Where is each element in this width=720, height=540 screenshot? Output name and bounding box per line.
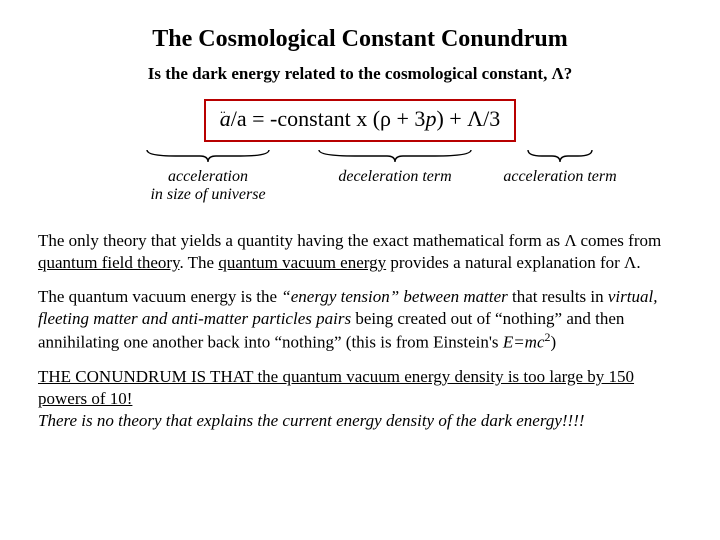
a-double-dot: .. a: [220, 105, 231, 134]
p3-italic-tail: There is no theory that explains the cur…: [38, 411, 585, 430]
brace-icon: [315, 148, 475, 166]
eq-close-lambda: ) + Λ/3: [436, 106, 500, 131]
eq-p: p: [425, 106, 436, 131]
p1-u1: quantum field theory: [38, 253, 179, 272]
p2-t4: ): [550, 333, 556, 352]
slide-page: The Cosmological Constant Conundrum Is t…: [0, 0, 720, 464]
annotation-acceleration-term: acceleration term: [490, 148, 630, 186]
equation-container: .. a /a = -constant x (ρ + 3p) + Λ/3: [204, 99, 517, 142]
eq-rho: ρ: [380, 106, 391, 131]
equation-annotations: acceleration in size of universe deceler…: [90, 148, 630, 208]
paragraph-qft: The only theory that yields a quantity h…: [38, 230, 682, 274]
brace-icon: [524, 148, 596, 166]
p2-t1: The quantum vacuum energy is the: [38, 287, 281, 306]
p2-i1: “energy tension” between matter: [281, 287, 512, 306]
p3-underlined: THE CONUNDRUM IS THAT the quantum vacuum…: [38, 367, 634, 408]
eq-plus3p: + 3: [391, 106, 425, 131]
page-title: The Cosmological Constant Conundrum: [38, 24, 682, 55]
page-subtitle: Is the dark energy related to the cosmol…: [38, 63, 682, 85]
p2-t2: that results in: [512, 287, 608, 306]
p1-t2: . The: [179, 253, 218, 272]
eq-equals: = -constant: [247, 106, 357, 131]
annot-right-line1: acceleration term: [503, 168, 616, 185]
annot-left-line2: in size of universe: [150, 186, 265, 203]
brace-icon: [143, 148, 273, 166]
p1-t1: The only theory that yields a quantity h…: [38, 231, 661, 250]
annot-mid-line1: deceleration term: [338, 168, 451, 185]
p1-t3: provides a natural explanation for Λ.: [386, 253, 641, 272]
friedmann-equation: .. a /a = -constant x (ρ + 3p) + Λ/3: [204, 99, 517, 142]
ddot-icon: ..: [220, 102, 226, 118]
eq-over-a: /a: [231, 106, 247, 131]
paragraph-conundrum: THE CONUNDRUM IS THAT the quantum vacuum…: [38, 366, 682, 432]
p2-i3: E=mc: [503, 333, 545, 352]
p1-u2: quantum vacuum energy: [218, 253, 386, 272]
annotation-acceleration-size: acceleration in size of universe: [138, 148, 278, 204]
annot-left-line1: acceleration: [168, 168, 248, 185]
annotation-deceleration: deceleration term: [310, 148, 480, 186]
eq-open: (: [367, 106, 380, 131]
eq-times: x: [356, 106, 367, 131]
paragraph-vacuum-energy: The quantum vacuum energy is the “energy…: [38, 286, 682, 354]
